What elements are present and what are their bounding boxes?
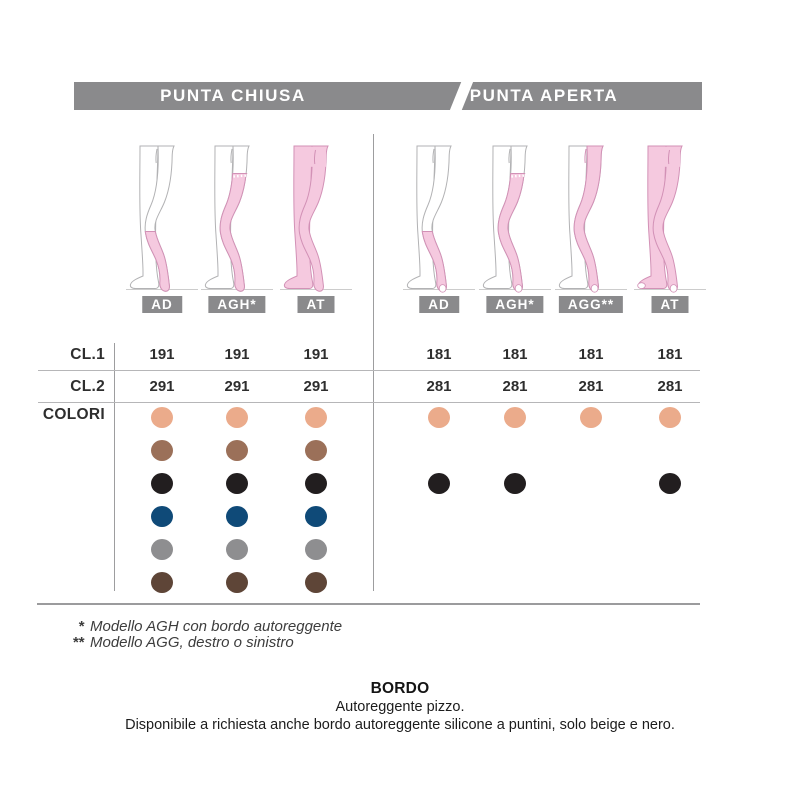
legs-art [201,145,273,292]
legs-figure-agh-closed [197,143,277,293]
bordo-title: BORDO [370,680,430,697]
color-dot-black [226,472,248,494]
row-label-cl2: CL.2 [70,378,105,395]
footnote-1-text: Modello AGH con bordo autoreggente [90,618,343,635]
model-badge-at: AT [651,296,689,313]
group-divider-rule [373,134,374,591]
model-badge-ad: AD [142,296,182,313]
color-dot-beige [226,406,248,428]
color-dot-brown [226,439,248,461]
cl1-code: 181 [502,346,528,363]
model-badge-at: AT [297,296,335,313]
color-dot-navy [226,505,248,527]
cl2-code: 291 [149,378,175,395]
footnote-1-marker: * [78,618,84,635]
bordo-line-1: Autoreggente pizzo. [335,699,465,715]
row-rule-cl1-cl2 [38,370,700,371]
cl1-code: 181 [578,346,604,363]
cl2-code: 281 [426,378,452,395]
model-badge-agg: AGG** [558,296,624,313]
header-left-label: PUNTA CHIUSA [160,86,306,105]
color-dot-beige [428,406,450,428]
model-badge-agh: AGH* [208,296,266,313]
color-dot-navy [151,505,173,527]
legs-figure-agh-open [475,143,555,293]
row-label-cl1: CL.1 [70,346,105,363]
cl1-code: 181 [426,346,452,363]
color-dot-darkbrown [305,571,327,593]
bordo-line-2: Disponibile a richiesta anche bordo auto… [125,717,675,733]
cl2-code: 291 [224,378,250,395]
color-dot-black [305,472,327,494]
cl1-code: 191 [303,346,329,363]
label-divider-rule [114,343,115,591]
model-badge-ad: AD [419,296,459,313]
footnote-2-marker: ** [72,634,84,651]
legs-figure-ad-closed [122,143,202,293]
legs-art [479,145,551,293]
cl2-code: 281 [578,378,604,395]
header-right-label: PUNTA APERTA [469,86,619,105]
cl2-code: 291 [303,378,329,395]
row-rule-cl2-colori [38,402,700,403]
color-dot-darkbrown [151,571,173,593]
color-dot-beige [151,406,173,428]
legs-art [126,145,198,292]
legs-figure-ad-open [399,143,479,293]
legs-figure-at-open [630,143,710,293]
color-dot-gray [226,538,248,560]
legs-art [634,145,706,293]
legs-figure-agg-open [551,143,631,293]
color-dot-brown [151,439,173,461]
header-bar: PUNTA CHIUSA PUNTA APERTA [74,82,702,110]
legs-art [555,145,627,293]
footnote-2-text: Modello AGG, destro o sinistro [90,634,294,651]
color-dot-black [151,472,173,494]
legs-figure-at-closed [276,143,356,293]
color-dot-navy [305,505,327,527]
color-dot-black [504,472,526,494]
color-dot-gray [305,538,327,560]
color-dot-black [659,472,681,494]
cl1-code: 191 [224,346,250,363]
color-dot-beige [659,406,681,428]
bottom-rule [37,603,700,605]
color-dot-beige [580,406,602,428]
color-dot-brown [305,439,327,461]
color-dot-black [428,472,450,494]
legs-art [280,145,352,292]
color-dot-beige [305,406,327,428]
cl1-code: 191 [149,346,175,363]
cl2-code: 281 [502,378,528,395]
color-dot-darkbrown [226,571,248,593]
cl2-code: 281 [657,378,683,395]
legs-art [403,145,475,293]
color-dot-gray [151,538,173,560]
row-label-colori: COLORI [42,406,105,423]
model-badge-agh: AGH* [486,296,544,313]
color-dot-beige [504,406,526,428]
cl1-code: 181 [657,346,683,363]
